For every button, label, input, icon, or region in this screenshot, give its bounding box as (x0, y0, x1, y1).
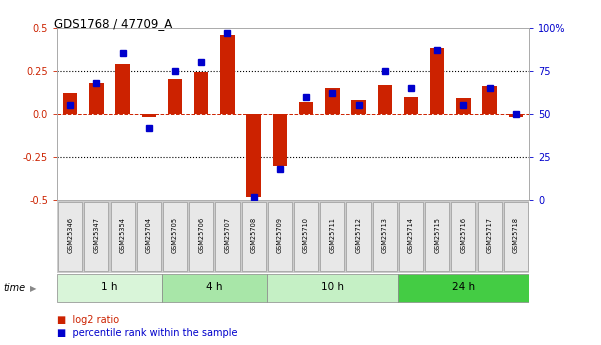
Bar (142, 114, 156, 117)
FancyBboxPatch shape (163, 201, 187, 271)
Text: GSM25715: GSM25715 (434, 217, 440, 253)
Bar (63, 93, 78, 114)
FancyBboxPatch shape (84, 201, 108, 271)
Text: GSM25707: GSM25707 (224, 217, 230, 253)
Bar (89, 83, 103, 114)
FancyBboxPatch shape (268, 201, 292, 271)
Text: 10 h: 10 h (321, 283, 344, 293)
Bar (483, 86, 497, 114)
Text: GSM25716: GSM25716 (460, 217, 466, 253)
FancyBboxPatch shape (451, 201, 475, 271)
FancyBboxPatch shape (478, 201, 502, 271)
Text: 1 h: 1 h (101, 283, 118, 293)
Bar (430, 48, 444, 114)
Bar (115, 64, 130, 114)
Bar (325, 88, 340, 114)
FancyBboxPatch shape (398, 274, 529, 302)
Text: GSM25711: GSM25711 (329, 217, 335, 253)
FancyBboxPatch shape (162, 274, 267, 302)
Text: ▶: ▶ (30, 284, 37, 293)
Bar (404, 97, 418, 114)
Text: ■  log2 ratio: ■ log2 ratio (57, 315, 119, 325)
Bar (377, 85, 392, 114)
Text: GSM25714: GSM25714 (408, 217, 414, 253)
FancyBboxPatch shape (137, 201, 161, 271)
FancyBboxPatch shape (399, 201, 423, 271)
Bar (194, 72, 209, 114)
Bar (220, 34, 234, 114)
Bar (299, 102, 313, 114)
FancyBboxPatch shape (57, 274, 162, 302)
FancyBboxPatch shape (189, 201, 213, 271)
FancyBboxPatch shape (215, 201, 240, 271)
Bar (246, 114, 261, 197)
Bar (168, 79, 182, 114)
FancyBboxPatch shape (320, 201, 344, 271)
FancyBboxPatch shape (373, 201, 397, 271)
Text: GSM25717: GSM25717 (487, 217, 493, 253)
Text: GSM25346: GSM25346 (67, 217, 73, 253)
Text: GSM25704: GSM25704 (146, 217, 152, 253)
Text: GDS1768 / 47709_A: GDS1768 / 47709_A (54, 17, 172, 30)
Text: GSM25708: GSM25708 (251, 217, 257, 253)
Bar (352, 100, 366, 114)
FancyBboxPatch shape (242, 201, 266, 271)
FancyBboxPatch shape (346, 201, 371, 271)
FancyBboxPatch shape (294, 201, 318, 271)
Text: ■  percentile rank within the sample: ■ percentile rank within the sample (57, 328, 237, 338)
Text: GSM25347: GSM25347 (93, 217, 99, 253)
Text: GSM25354: GSM25354 (120, 217, 126, 253)
FancyBboxPatch shape (267, 274, 398, 302)
Text: 4 h: 4 h (206, 283, 222, 293)
Text: GSM25712: GSM25712 (356, 217, 362, 253)
Text: GSM25710: GSM25710 (303, 217, 309, 253)
Text: GSM25706: GSM25706 (198, 217, 204, 253)
Bar (273, 114, 287, 166)
Text: GSM25713: GSM25713 (382, 217, 388, 253)
Bar (456, 98, 471, 114)
FancyBboxPatch shape (58, 201, 82, 271)
Text: GSM25718: GSM25718 (513, 217, 519, 253)
Bar (508, 114, 523, 117)
FancyBboxPatch shape (504, 201, 528, 271)
Text: GSM25709: GSM25709 (277, 217, 283, 253)
Text: 24 h: 24 h (452, 283, 475, 293)
Text: time: time (3, 283, 25, 293)
Text: GSM25705: GSM25705 (172, 217, 178, 253)
FancyBboxPatch shape (425, 201, 449, 271)
FancyBboxPatch shape (111, 201, 135, 271)
